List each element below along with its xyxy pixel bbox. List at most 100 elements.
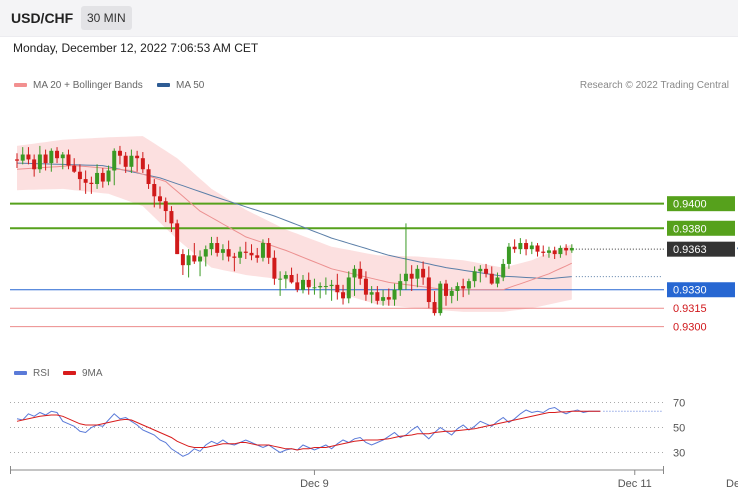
candle	[449, 287, 454, 304]
legend-rsi: RSI	[14, 368, 50, 379]
candle	[552, 246, 557, 260]
candle	[266, 238, 271, 264]
candle	[398, 273, 403, 296]
candle-body	[72, 165, 77, 172]
candle-body	[501, 263, 506, 278]
candle-body	[495, 277, 500, 284]
candle	[306, 272, 311, 295]
candle	[375, 286, 380, 305]
bollinger-band	[17, 136, 572, 312]
candle	[20, 147, 25, 165]
candle-body	[266, 243, 271, 258]
candle-body	[363, 278, 368, 295]
candle-body	[169, 211, 174, 224]
candle-body	[352, 268, 357, 278]
candle-body	[163, 201, 168, 212]
candle	[43, 149, 48, 171]
candle	[369, 286, 374, 304]
candle	[289, 267, 294, 284]
candle-body	[306, 279, 311, 288]
candle	[60, 152, 65, 170]
candle	[55, 147, 60, 164]
candle	[363, 271, 368, 301]
candle	[232, 252, 237, 272]
candle-body	[541, 251, 546, 253]
candle	[95, 164, 100, 189]
rsi-tick-label-70: 70	[673, 398, 685, 410]
candle	[140, 152, 145, 173]
candle	[203, 245, 208, 267]
candle-body	[381, 297, 386, 301]
candle-body	[95, 172, 100, 185]
candle-body	[20, 154, 25, 161]
candle-body	[43, 154, 48, 164]
candle-body	[249, 252, 254, 256]
candle-body	[243, 251, 248, 253]
candle-body	[312, 287, 317, 289]
candle-body	[232, 256, 237, 258]
candle	[495, 272, 500, 288]
candle-body	[186, 255, 191, 266]
candle	[466, 278, 471, 295]
interval-selector[interactable]: 30 MIN	[81, 6, 132, 30]
candle	[535, 243, 540, 257]
candle-body	[32, 159, 37, 170]
candle-body	[295, 282, 300, 290]
candle	[15, 153, 19, 169]
x-tick-label-0: Dec 9	[300, 478, 329, 490]
legend-swatch-ma50	[157, 83, 170, 88]
candle-body	[489, 273, 494, 284]
candle	[220, 244, 225, 261]
candle-body	[524, 243, 529, 250]
candle-body	[255, 255, 260, 258]
candle-body	[100, 172, 105, 182]
candle	[77, 164, 82, 191]
candle-body	[432, 302, 437, 314]
candle	[215, 236, 220, 257]
candle	[89, 176, 94, 194]
candle-body	[37, 154, 42, 170]
candle	[444, 279, 448, 306]
candle-body	[415, 268, 420, 279]
candle	[37, 145, 42, 173]
candle	[312, 278, 317, 295]
candle-body	[140, 158, 145, 170]
candle-body	[15, 159, 19, 161]
header-bar: USD/CHF 30 MIN	[0, 0, 738, 37]
resistance-level-label-1: 0.9380	[673, 223, 707, 235]
candle-body	[152, 184, 157, 197]
candle	[175, 219, 180, 255]
candle-body	[449, 290, 454, 296]
candle-body	[60, 154, 65, 159]
legend-label-ma20: MA 20 + Bollinger Bands	[33, 80, 143, 91]
candle-body	[272, 257, 277, 279]
legend-label-9ma: 9MA	[82, 368, 103, 379]
candle	[512, 239, 517, 253]
candle	[295, 273, 300, 293]
candle-body	[558, 247, 563, 255]
rsi-tick-label-50: 50	[673, 423, 685, 435]
candle-body	[518, 243, 523, 250]
candle-body	[421, 268, 426, 278]
ma20-line	[16, 165, 573, 291]
candle	[386, 288, 391, 306]
resistance-level-label-0: 0.9400	[673, 199, 707, 211]
candle-body	[209, 243, 214, 250]
candle	[260, 239, 265, 262]
candle-body	[375, 292, 380, 301]
candle-body	[358, 268, 363, 279]
candle-body	[49, 150, 54, 164]
candle-body	[318, 286, 323, 288]
candle-body	[83, 179, 88, 183]
candle-body	[112, 150, 117, 171]
candle	[32, 154, 37, 177]
support-level-label-5: 0.9300	[673, 322, 707, 334]
current-level-tag-2	[667, 241, 735, 257]
candle-body	[89, 182, 94, 185]
candle	[72, 158, 77, 173]
legend-label-ma50: MA 50	[176, 80, 205, 91]
candle-body	[369, 292, 374, 295]
current-level-label-2: 0.9363	[673, 244, 707, 256]
candle	[238, 246, 243, 264]
